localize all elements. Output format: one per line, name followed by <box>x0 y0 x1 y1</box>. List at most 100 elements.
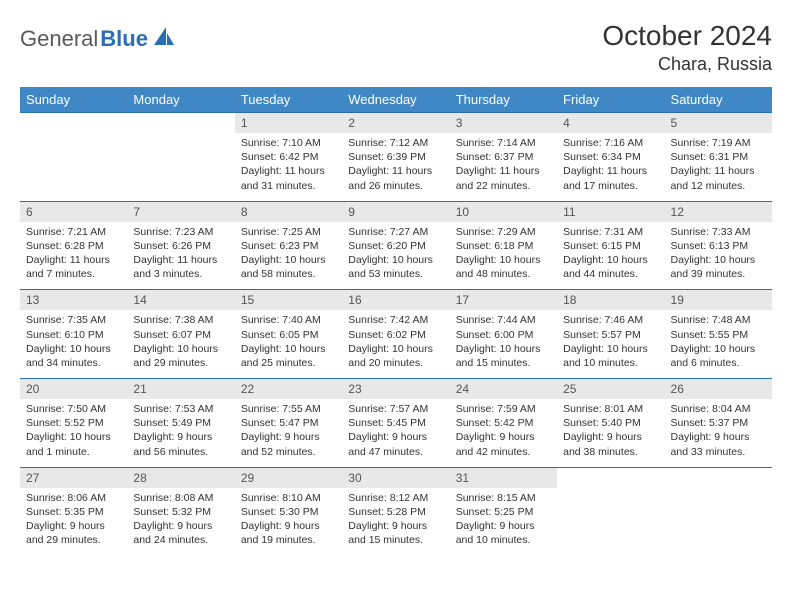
day-body: Sunrise: 7:44 AMSunset: 6:00 PMDaylight:… <box>450 310 557 378</box>
day-body: Sunrise: 7:10 AMSunset: 6:42 PMDaylight:… <box>235 133 342 201</box>
sunrise-text: Sunrise: 7:23 AM <box>133 225 228 239</box>
day-cell <box>557 467 664 555</box>
day-header: Wednesday <box>342 87 449 113</box>
daylight-text: Daylight: 11 hours and 17 minutes. <box>563 164 658 192</box>
day-cell: 27Sunrise: 8:06 AMSunset: 5:35 PMDayligh… <box>20 467 127 555</box>
empty-day <box>557 468 664 530</box>
day-cell: 16Sunrise: 7:42 AMSunset: 6:02 PMDayligh… <box>342 290 449 379</box>
day-header: Thursday <box>450 87 557 113</box>
day-cell: 4Sunrise: 7:16 AMSunset: 6:34 PMDaylight… <box>557 113 664 202</box>
day-number: 13 <box>20 290 127 310</box>
sunrise-text: Sunrise: 7:40 AM <box>241 313 336 327</box>
daylight-text: Daylight: 11 hours and 7 minutes. <box>26 253 121 281</box>
day-body: Sunrise: 8:10 AMSunset: 5:30 PMDaylight:… <box>235 488 342 556</box>
sunset-text: Sunset: 6:34 PM <box>563 150 658 164</box>
header: GeneralBlue October 2024 Chara, Russia <box>20 20 772 75</box>
day-cell: 20Sunrise: 7:50 AMSunset: 5:52 PMDayligh… <box>20 379 127 468</box>
daylight-text: Daylight: 10 hours and 44 minutes. <box>563 253 658 281</box>
day-body: Sunrise: 7:21 AMSunset: 6:28 PMDaylight:… <box>20 222 127 290</box>
sunset-text: Sunset: 6:28 PM <box>26 239 121 253</box>
day-cell <box>127 113 234 202</box>
day-cell: 6Sunrise: 7:21 AMSunset: 6:28 PMDaylight… <box>20 201 127 290</box>
sunset-text: Sunset: 5:28 PM <box>348 505 443 519</box>
sunrise-text: Sunrise: 7:21 AM <box>26 225 121 239</box>
day-cell: 11Sunrise: 7:31 AMSunset: 6:15 PMDayligh… <box>557 201 664 290</box>
week-row: 1Sunrise: 7:10 AMSunset: 6:42 PMDaylight… <box>20 113 772 202</box>
day-number: 20 <box>20 379 127 399</box>
daylight-text: Daylight: 10 hours and 25 minutes. <box>241 342 336 370</box>
day-body: Sunrise: 7:46 AMSunset: 5:57 PMDaylight:… <box>557 310 664 378</box>
day-body: Sunrise: 7:16 AMSunset: 6:34 PMDaylight:… <box>557 133 664 201</box>
daylight-text: Daylight: 10 hours and 53 minutes. <box>348 253 443 281</box>
sunrise-text: Sunrise: 7:19 AM <box>671 136 766 150</box>
sunrise-text: Sunrise: 7:57 AM <box>348 402 443 416</box>
day-body: Sunrise: 7:12 AMSunset: 6:39 PMDaylight:… <box>342 133 449 201</box>
logo-sail-icon <box>154 27 176 52</box>
sunset-text: Sunset: 6:02 PM <box>348 328 443 342</box>
sunset-text: Sunset: 6:20 PM <box>348 239 443 253</box>
day-body: Sunrise: 7:35 AMSunset: 6:10 PMDaylight:… <box>20 310 127 378</box>
day-body: Sunrise: 7:40 AMSunset: 6:05 PMDaylight:… <box>235 310 342 378</box>
day-cell: 2Sunrise: 7:12 AMSunset: 6:39 PMDaylight… <box>342 113 449 202</box>
sunrise-text: Sunrise: 7:46 AM <box>563 313 658 327</box>
day-number: 21 <box>127 379 234 399</box>
calendar-table: Sunday Monday Tuesday Wednesday Thursday… <box>20 87 772 555</box>
sunset-text: Sunset: 6:15 PM <box>563 239 658 253</box>
sunset-text: Sunset: 6:39 PM <box>348 150 443 164</box>
daylight-text: Daylight: 10 hours and 34 minutes. <box>26 342 121 370</box>
day-number: 10 <box>450 202 557 222</box>
day-cell: 22 Sunrise: 7:55 AMSunset: 5:47 PMDayligh… <box>235 379 342 468</box>
logo-text-general: General <box>20 26 98 52</box>
sunrise-text: Sunrise: 7:31 AM <box>563 225 658 239</box>
day-cell: 24Sunrise: 7:59 AMSunset: 5:42 PMDayligh… <box>450 379 557 468</box>
day-number: 25 <box>557 379 664 399</box>
sunset-text: Sunset: 5:47 PM <box>241 416 336 430</box>
sunset-text: Sunset: 5:42 PM <box>456 416 551 430</box>
daylight-text: Daylight: 9 hours and 52 minutes. <box>241 430 336 458</box>
day-body: Sunrise: 7:19 AMSunset: 6:31 PMDaylight:… <box>665 133 772 201</box>
day-number: 22 <box>235 379 342 399</box>
daylight-text: Daylight: 10 hours and 39 minutes. <box>671 253 766 281</box>
day-cell: 13Sunrise: 7:35 AMSunset: 6:10 PMDayligh… <box>20 290 127 379</box>
day-body: Sunrise: 8:08 AMSunset: 5:32 PMDaylight:… <box>127 488 234 556</box>
month-title: October 2024 <box>602 20 772 52</box>
daylight-text: Daylight: 11 hours and 31 minutes. <box>241 164 336 192</box>
day-body: Sunrise: 7:59 AMSunset: 5:42 PMDaylight:… <box>450 399 557 467</box>
logo-text-blue: Blue <box>100 26 148 52</box>
day-cell: 1Sunrise: 7:10 AMSunset: 6:42 PMDaylight… <box>235 113 342 202</box>
daylight-text: Daylight: 9 hours and 38 minutes. <box>563 430 658 458</box>
day-body: Sunrise: 7:23 AMSunset: 6:26 PMDaylight:… <box>127 222 234 290</box>
sunrise-text: Sunrise: 8:04 AM <box>671 402 766 416</box>
sunrise-text: Sunrise: 7:35 AM <box>26 313 121 327</box>
sunset-text: Sunset: 6:42 PM <box>241 150 336 164</box>
sunrise-text: Sunrise: 8:08 AM <box>133 491 228 505</box>
daylight-text: Daylight: 10 hours and 48 minutes. <box>456 253 551 281</box>
sunrise-text: Sunrise: 7:55 AM <box>241 402 336 416</box>
day-body: Sunrise: 7:53 AMSunset: 5:49 PMDaylight:… <box>127 399 234 467</box>
sunrise-text: Sunrise: 7:33 AM <box>671 225 766 239</box>
day-cell: 26Sunrise: 8:04 AMSunset: 5:37 PMDayligh… <box>665 379 772 468</box>
sunset-text: Sunset: 5:25 PM <box>456 505 551 519</box>
sunset-text: Sunset: 5:32 PM <box>133 505 228 519</box>
daylight-text: Daylight: 10 hours and 10 minutes. <box>563 342 658 370</box>
daylight-text: Daylight: 10 hours and 15 minutes. <box>456 342 551 370</box>
day-cell: 23Sunrise: 7:57 AMSunset: 5:45 PMDayligh… <box>342 379 449 468</box>
day-number: 17 <box>450 290 557 310</box>
sunrise-text: Sunrise: 8:06 AM <box>26 491 121 505</box>
day-body: Sunrise: 7:48 AMSunset: 5:55 PMDaylight:… <box>665 310 772 378</box>
day-body: Sunrise: 8:15 AMSunset: 5:25 PMDaylight:… <box>450 488 557 556</box>
day-number: 14 <box>127 290 234 310</box>
day-cell: 8Sunrise: 7:25 AMSunset: 6:23 PMDaylight… <box>235 201 342 290</box>
day-number: 1 <box>235 113 342 133</box>
sunrise-text: Sunrise: 7:50 AM <box>26 402 121 416</box>
day-number: 31 <box>450 468 557 488</box>
day-number: 15 <box>235 290 342 310</box>
day-cell: 18Sunrise: 7:46 AMSunset: 5:57 PMDayligh… <box>557 290 664 379</box>
day-cell: 15Sunrise: 7:40 AMSunset: 6:05 PMDayligh… <box>235 290 342 379</box>
sunrise-text: Sunrise: 8:01 AM <box>563 402 658 416</box>
sunset-text: Sunset: 6:18 PM <box>456 239 551 253</box>
sunrise-text: Sunrise: 7:10 AM <box>241 136 336 150</box>
sunset-text: Sunset: 5:55 PM <box>671 328 766 342</box>
day-header: Tuesday <box>235 87 342 113</box>
day-cell <box>20 113 127 202</box>
